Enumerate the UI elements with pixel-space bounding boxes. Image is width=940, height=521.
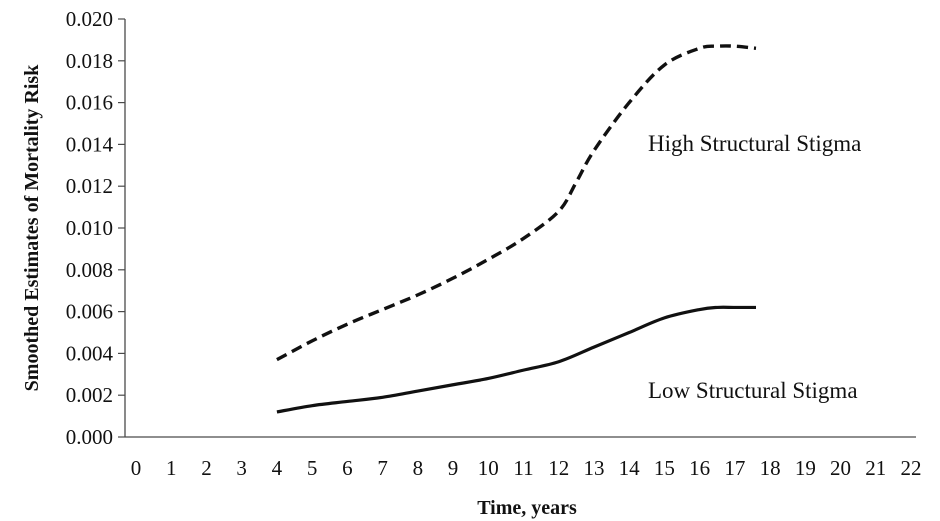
- x-tick-label: 17: [724, 456, 745, 480]
- y-tick-label: 0.016: [66, 91, 113, 115]
- x-tick-label: 7: [377, 456, 388, 480]
- x-tick-label: 4: [272, 456, 283, 480]
- y-tick-label: 0.012: [66, 174, 113, 198]
- x-tick-label: 6: [342, 456, 353, 480]
- x-tick-label: 9: [448, 456, 459, 480]
- x-axis-title: Time, years: [477, 497, 577, 519]
- x-tick-label: 3: [236, 456, 247, 480]
- y-tick-label: 0.010: [66, 216, 113, 240]
- x-tick-label: 20: [830, 456, 851, 480]
- x-tick-label: 13: [583, 456, 604, 480]
- series-label-high-structural-stigma: High Structural Stigma: [648, 131, 861, 156]
- x-tick-label: 21: [865, 456, 886, 480]
- x-tick-label: 2: [201, 456, 212, 480]
- x-tick-label: 0: [131, 456, 142, 480]
- series-label-low-structural-stigma: Low Structural Stigma: [648, 378, 858, 403]
- x-tick-label: 16: [689, 456, 710, 480]
- x-tick-label: 18: [760, 456, 781, 480]
- y-tick-label: 0.006: [66, 300, 113, 324]
- y-axis-title: Smoothed Estimates of Mortality Risk: [21, 64, 43, 392]
- y-tick-group: 0.000 0.002 0.004 0.006 0.008 0.010 0.012 0.014…: [66, 7, 125, 449]
- x-tick-label: 5: [307, 456, 318, 480]
- x-tick-label: 10: [478, 456, 499, 480]
- y-tick-label: 0.014: [66, 132, 114, 156]
- x-tick-label: 12: [548, 456, 569, 480]
- x-tick-label: 15: [654, 456, 675, 480]
- x-tick-group: 0 1 2 3 4 5 6 7 8 9 10 11 12 13 14 15 16 17 18 19 20 21 22: [131, 456, 922, 480]
- y-tick-label: 0.000: [66, 425, 113, 449]
- y-tick-label: 0.018: [66, 49, 113, 73]
- x-tick-label: 22: [901, 456, 922, 480]
- y-tick-label: 0.020: [66, 7, 113, 31]
- y-tick-label: 0.004: [66, 341, 114, 365]
- series-line-low-structural-stigma: [276, 305, 756, 414]
- x-tick-label: 8: [413, 456, 424, 480]
- x-tick-label: 1: [166, 456, 177, 480]
- y-tick-label: 0.008: [66, 258, 113, 282]
- y-tick-label: 0.002: [66, 383, 113, 407]
- series-line-high-structural-stigma: [276, 44, 757, 362]
- series-label-group: High Structural Stigma Low Structural St…: [648, 131, 861, 403]
- x-tick-label: 11: [513, 456, 533, 480]
- series-group: [276, 44, 757, 414]
- x-tick-label: 19: [795, 456, 816, 480]
- x-tick-label: 14: [619, 456, 641, 480]
